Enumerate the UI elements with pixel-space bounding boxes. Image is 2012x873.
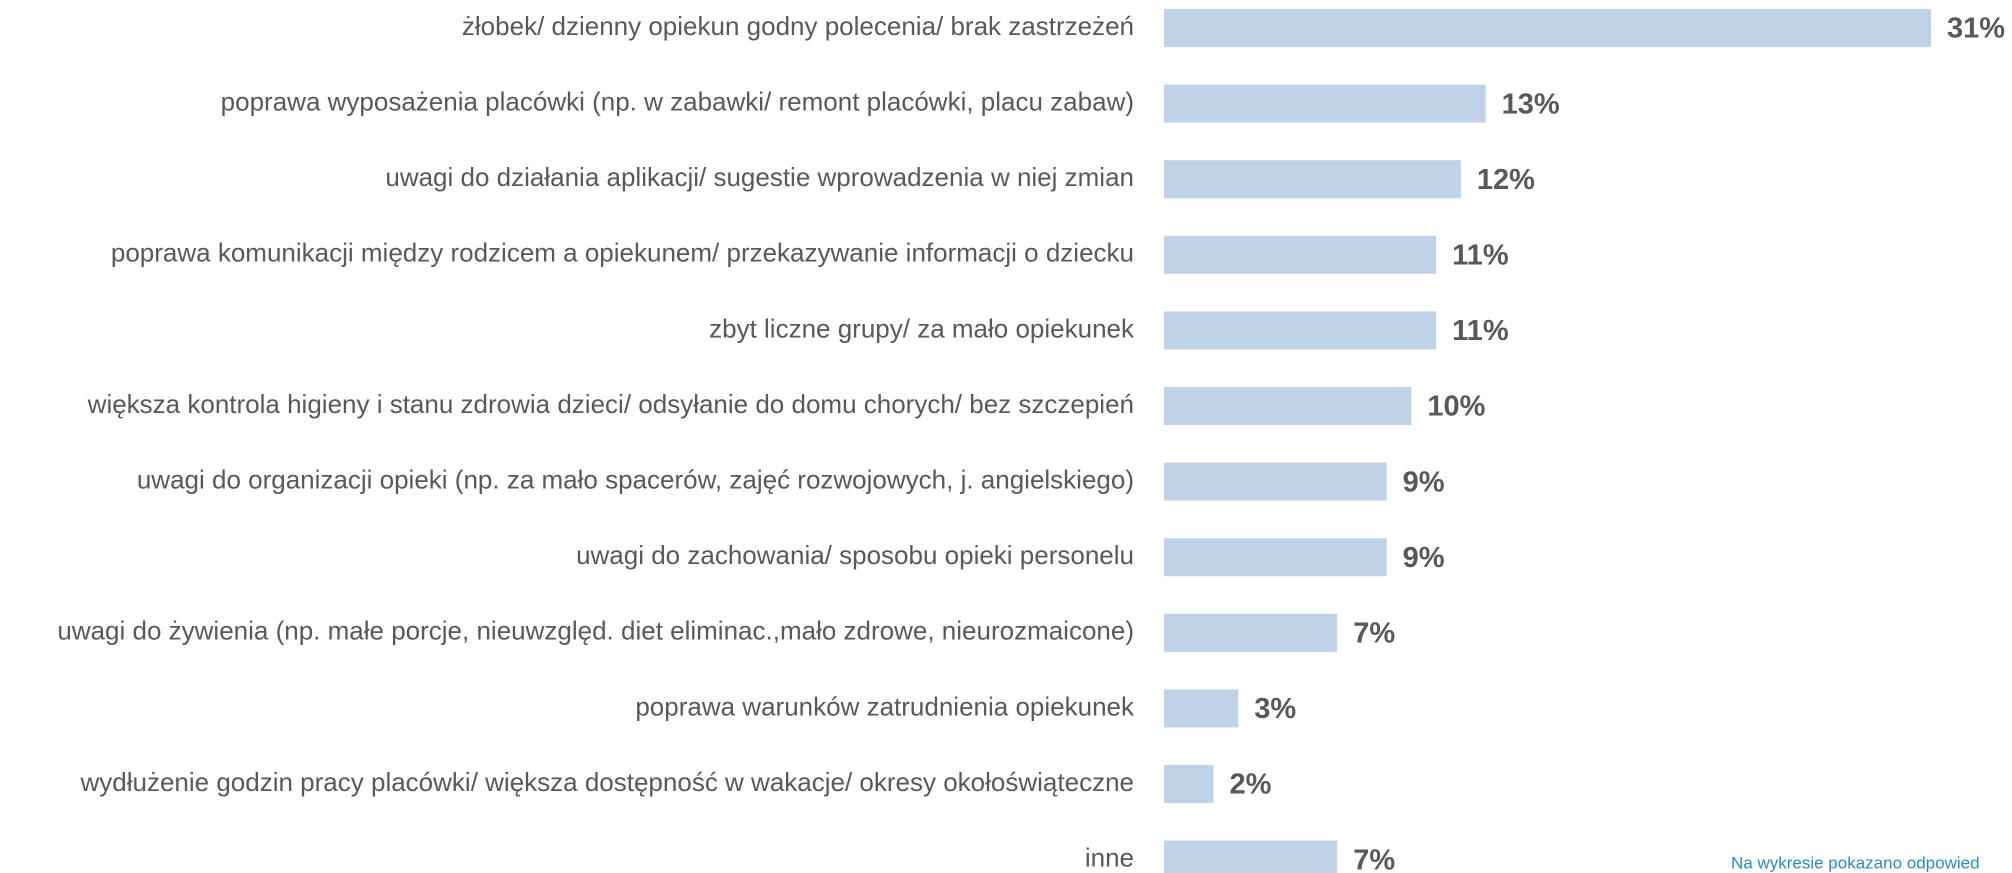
- footnote: Na wykresie pokazano odpowied: [1731, 853, 1980, 872]
- category-label: uwagi do zachowania/ sposobu opieki pers…: [576, 540, 1134, 570]
- value-label: 2%: [1229, 769, 1271, 801]
- bar: [1164, 613, 1338, 652]
- category-label: wydłużenie godzin pracy placówki/ większ…: [79, 767, 1134, 797]
- bar: [1164, 462, 1387, 501]
- value-label: 3%: [1254, 693, 1296, 725]
- category-label: poprawa komunikacji między rodzicem a op…: [111, 238, 1134, 268]
- category-label: uwagi do żywienia (np. małe porcje, nieu…: [57, 616, 1134, 646]
- value-label: 11%: [1452, 315, 1509, 347]
- category-label: zbyt liczne grupy/ za mało opiekunek: [709, 313, 1135, 343]
- bar: [1164, 311, 1437, 350]
- bar: [1164, 160, 1461, 199]
- value-label: 12%: [1477, 164, 1535, 196]
- value-label: 9%: [1403, 466, 1445, 498]
- bar: [1164, 840, 1338, 873]
- value-label: 9%: [1403, 542, 1445, 574]
- bar: [1164, 538, 1387, 577]
- category-label: uwagi do działania aplikacji/ sugestie w…: [385, 162, 1134, 192]
- value-label: 7%: [1353, 844, 1395, 873]
- value-label: 7%: [1353, 617, 1395, 649]
- category-label: inne: [1085, 842, 1134, 872]
- category-label: uwagi do organizacji opieki (np. za mało…: [137, 464, 1134, 494]
- category-label: poprawa wyposażenia placówki (np. w zaba…: [221, 86, 1134, 116]
- bar: [1164, 235, 1437, 274]
- bar: [1164, 765, 1214, 803]
- category-label: poprawa warunków zatrudnienia opiekunek: [635, 691, 1135, 721]
- value-label: 31%: [1947, 13, 2005, 45]
- category-label: żłobek/ dzienny opiekun godny polecenia/…: [462, 11, 1134, 41]
- category-label: większa kontrola higieny i stanu zdrowia…: [87, 389, 1134, 419]
- value-label: 11%: [1452, 239, 1509, 271]
- bar: [1164, 689, 1239, 728]
- bar: [1164, 387, 1412, 425]
- bar: [1164, 84, 1486, 123]
- value-label: 10%: [1427, 391, 1485, 423]
- value-label: 13%: [1502, 88, 1560, 120]
- bar: [1164, 9, 1931, 47]
